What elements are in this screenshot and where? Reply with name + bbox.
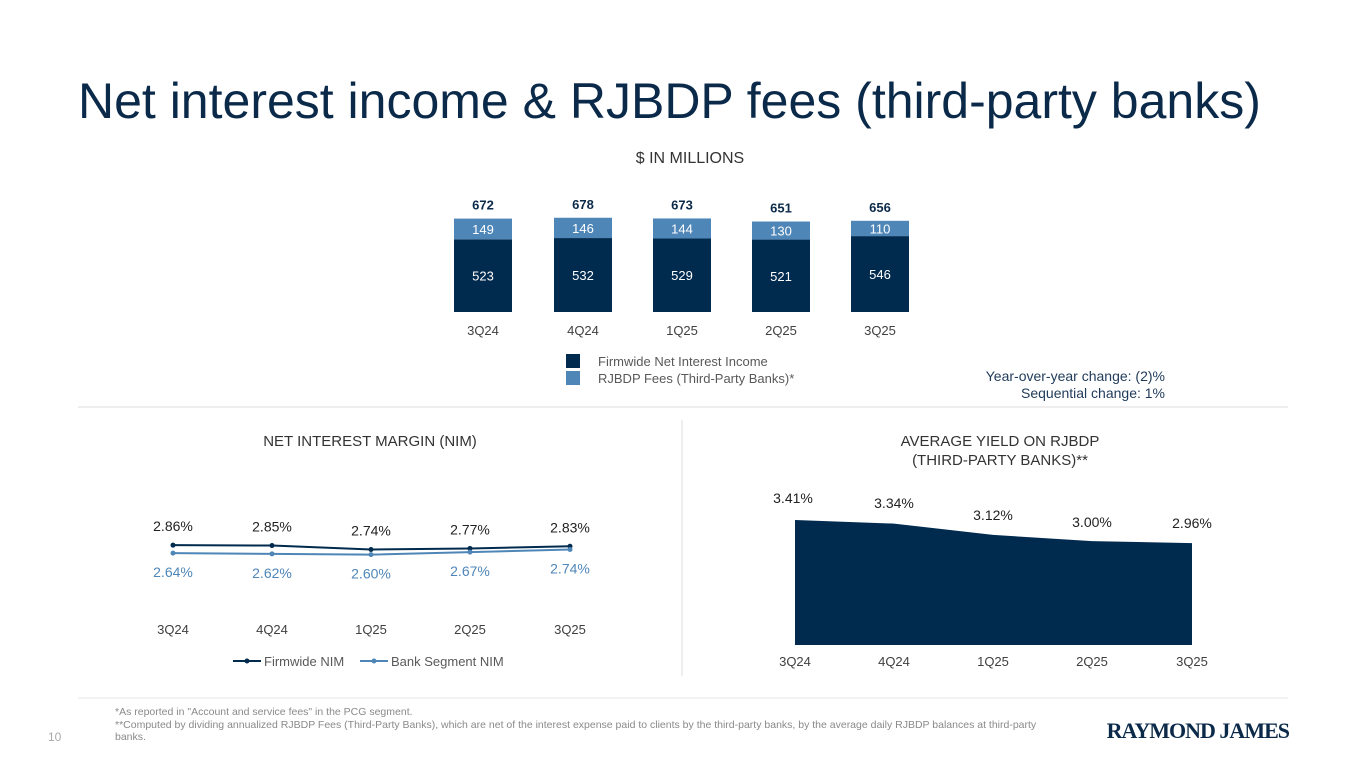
bar-rjbdp-label: 130 bbox=[770, 224, 792, 239]
bar-nii bbox=[851, 236, 909, 312]
legend-marker bbox=[371, 658, 377, 664]
bar-rjbdp bbox=[554, 217, 612, 239]
nim-point bbox=[269, 551, 275, 557]
footnote-2: **Computed by dividing annualized RJBDP … bbox=[115, 719, 1037, 743]
nim-x-label: 3Q24 bbox=[157, 622, 189, 637]
yield-x-label: 1Q25 bbox=[977, 654, 1009, 669]
bar-total-label: 678 bbox=[572, 197, 594, 212]
bar-nii-label: 521 bbox=[770, 269, 792, 284]
bar-nii-label: 532 bbox=[572, 268, 594, 283]
nim-chart-title: NET INTEREST MARGIN (NIM) bbox=[263, 433, 477, 450]
nim-data-label: 2.67% bbox=[450, 563, 490, 579]
nim-point bbox=[368, 552, 374, 558]
bar-total-label: 672 bbox=[472, 198, 494, 213]
nim-data-label: 2.77% bbox=[450, 521, 490, 537]
yield-data-label: 3.12% bbox=[973, 507, 1013, 523]
bar-rjbdp-label: 149 bbox=[472, 222, 494, 237]
legend-label: Firmwide Net Interest Income bbox=[598, 354, 768, 369]
bar-nii-label: 523 bbox=[472, 269, 494, 284]
bar-nii bbox=[752, 239, 810, 312]
footnote-1: *As reported in "Account and service fee… bbox=[115, 706, 413, 718]
bar-total-label: 673 bbox=[671, 197, 693, 212]
bar-rjbdp bbox=[653, 218, 711, 239]
nim-data-label: 2.64% bbox=[153, 564, 193, 580]
nim-x-label: 4Q24 bbox=[256, 622, 288, 637]
bar-x-label: 1Q25 bbox=[666, 323, 698, 338]
nim-x-label: 1Q25 bbox=[355, 622, 387, 637]
bar-total-label: 651 bbox=[770, 201, 792, 216]
nim-data-label: 2.86% bbox=[153, 518, 193, 534]
nim-point bbox=[170, 550, 176, 556]
bar-x-label: 4Q24 bbox=[567, 323, 599, 338]
legend-label: Bank Segment NIM bbox=[391, 654, 504, 669]
legend-swatch bbox=[566, 371, 580, 385]
bar-x-label: 3Q24 bbox=[467, 323, 499, 338]
yield-area bbox=[795, 520, 1192, 645]
bar-nii-label: 546 bbox=[869, 267, 891, 282]
bar-rjbdp bbox=[752, 221, 810, 240]
nim-point bbox=[467, 549, 473, 555]
page-title: Net interest income & RJBDP fees (third-… bbox=[78, 73, 1261, 129]
yield-data-label: 3.41% bbox=[773, 490, 813, 506]
yield-x-label: 3Q24 bbox=[779, 654, 811, 669]
nim-data-label: 2.83% bbox=[550, 519, 590, 535]
yield-data-label: 2.96% bbox=[1172, 515, 1212, 531]
bar-x-label: 3Q25 bbox=[864, 323, 896, 338]
yield-chart-title-1: AVERAGE YIELD ON RJBDP bbox=[900, 433, 1100, 450]
sequential-change: Sequential change: 1% bbox=[1021, 385, 1165, 401]
yield-x-label: 3Q25 bbox=[1176, 654, 1208, 669]
yoy-change: Year-over-year change: (2)% bbox=[985, 368, 1165, 384]
nim-point bbox=[467, 545, 473, 551]
nim-point bbox=[269, 543, 275, 549]
bar-nii bbox=[653, 238, 711, 312]
legend-swatch bbox=[566, 354, 580, 368]
nim-data-label: 2.85% bbox=[252, 519, 292, 535]
yield-data-label: 3.00% bbox=[1072, 514, 1112, 530]
bar-nii bbox=[554, 238, 612, 312]
raymond-james-logo: RAYMOND JAMES bbox=[1106, 718, 1290, 743]
legend-marker bbox=[244, 658, 250, 664]
nim-point bbox=[170, 542, 176, 548]
nim-point bbox=[368, 547, 374, 553]
bar-rjbdp-label: 144 bbox=[671, 221, 693, 236]
nim-x-label: 3Q25 bbox=[554, 622, 586, 637]
page-number: 10 bbox=[48, 730, 62, 744]
nim-data-label: 2.60% bbox=[351, 566, 391, 582]
nim-data-label: 2.62% bbox=[252, 565, 292, 581]
yield-x-label: 4Q24 bbox=[878, 654, 910, 669]
nim-data-label: 2.74% bbox=[550, 561, 590, 577]
yield-data-label: 3.34% bbox=[874, 495, 914, 511]
bar-nii-label: 529 bbox=[671, 268, 693, 283]
bar-rjbdp bbox=[454, 218, 512, 240]
bar-rjbdp-label: 110 bbox=[870, 221, 891, 236]
bar-x-label: 2Q25 bbox=[765, 323, 797, 338]
legend-label: Firmwide NIM bbox=[264, 654, 344, 669]
nim-x-label: 2Q25 bbox=[454, 622, 486, 637]
bar-total-label: 656 bbox=[869, 200, 891, 215]
yield-chart-title-2: (THIRD-PARTY BANKS)** bbox=[912, 452, 1088, 469]
yield-x-label: 2Q25 bbox=[1076, 654, 1108, 669]
bar-nii bbox=[454, 239, 512, 312]
bar-chart-title: $ IN MILLIONS bbox=[635, 150, 745, 167]
legend-label: RJBDP Fees (Third-Party Banks)* bbox=[598, 371, 794, 386]
nim-point bbox=[567, 547, 573, 553]
bar-rjbdp-label: 146 bbox=[572, 221, 594, 236]
bar-rjbdp bbox=[851, 220, 909, 237]
nim-data-label: 2.74% bbox=[351, 523, 391, 539]
